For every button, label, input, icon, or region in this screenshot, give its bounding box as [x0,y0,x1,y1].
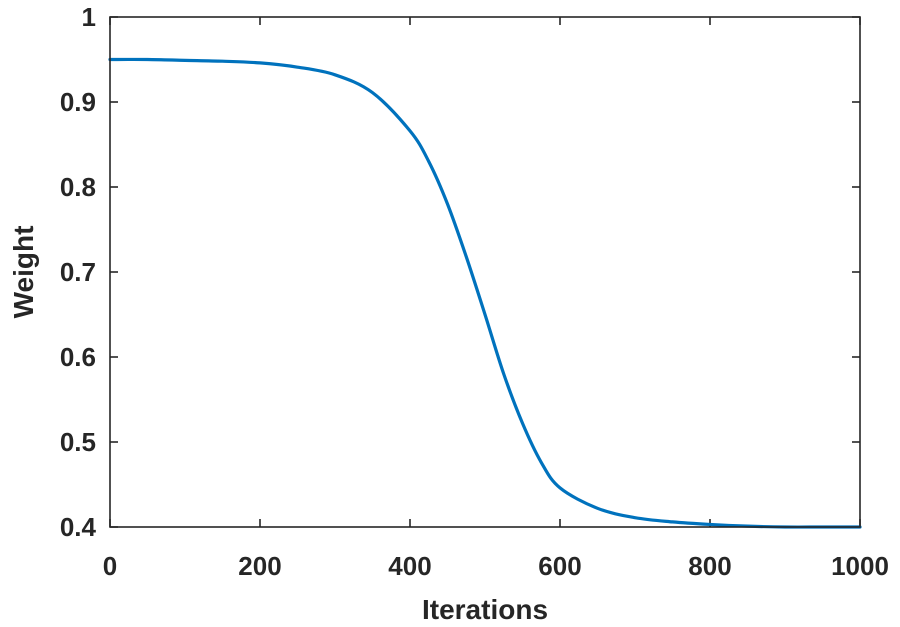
y-tick-label: 0.5 [60,427,96,457]
y-tick-label: 0.4 [60,512,97,542]
x-tick-label: 1000 [831,551,889,581]
series-line [108,57,862,529]
y-tick-label: 1 [82,2,96,32]
tick-labels: 0 200 400 600 800 1000 0.4 0.5 0.6 0.7 0.8 0.9 1 [60,2,889,581]
x-tick-label: 200 [238,551,281,581]
x-tick-label: 800 [688,551,731,581]
x-tick-label: 600 [538,551,581,581]
y-tick-label: 0.6 [60,342,96,372]
y-tick-label: 0.9 [60,87,96,117]
y-tick-label: 0.8 [60,172,96,202]
plot-frame [109,16,861,528]
y-axis-title: Weight [8,226,39,319]
x-tick-label: 0 [103,551,117,581]
plot-background [110,17,860,527]
x-tick-label: 400 [388,551,431,581]
y-tick-label: 0.7 [60,257,96,287]
x-axis-title: Iterations [422,594,548,625]
